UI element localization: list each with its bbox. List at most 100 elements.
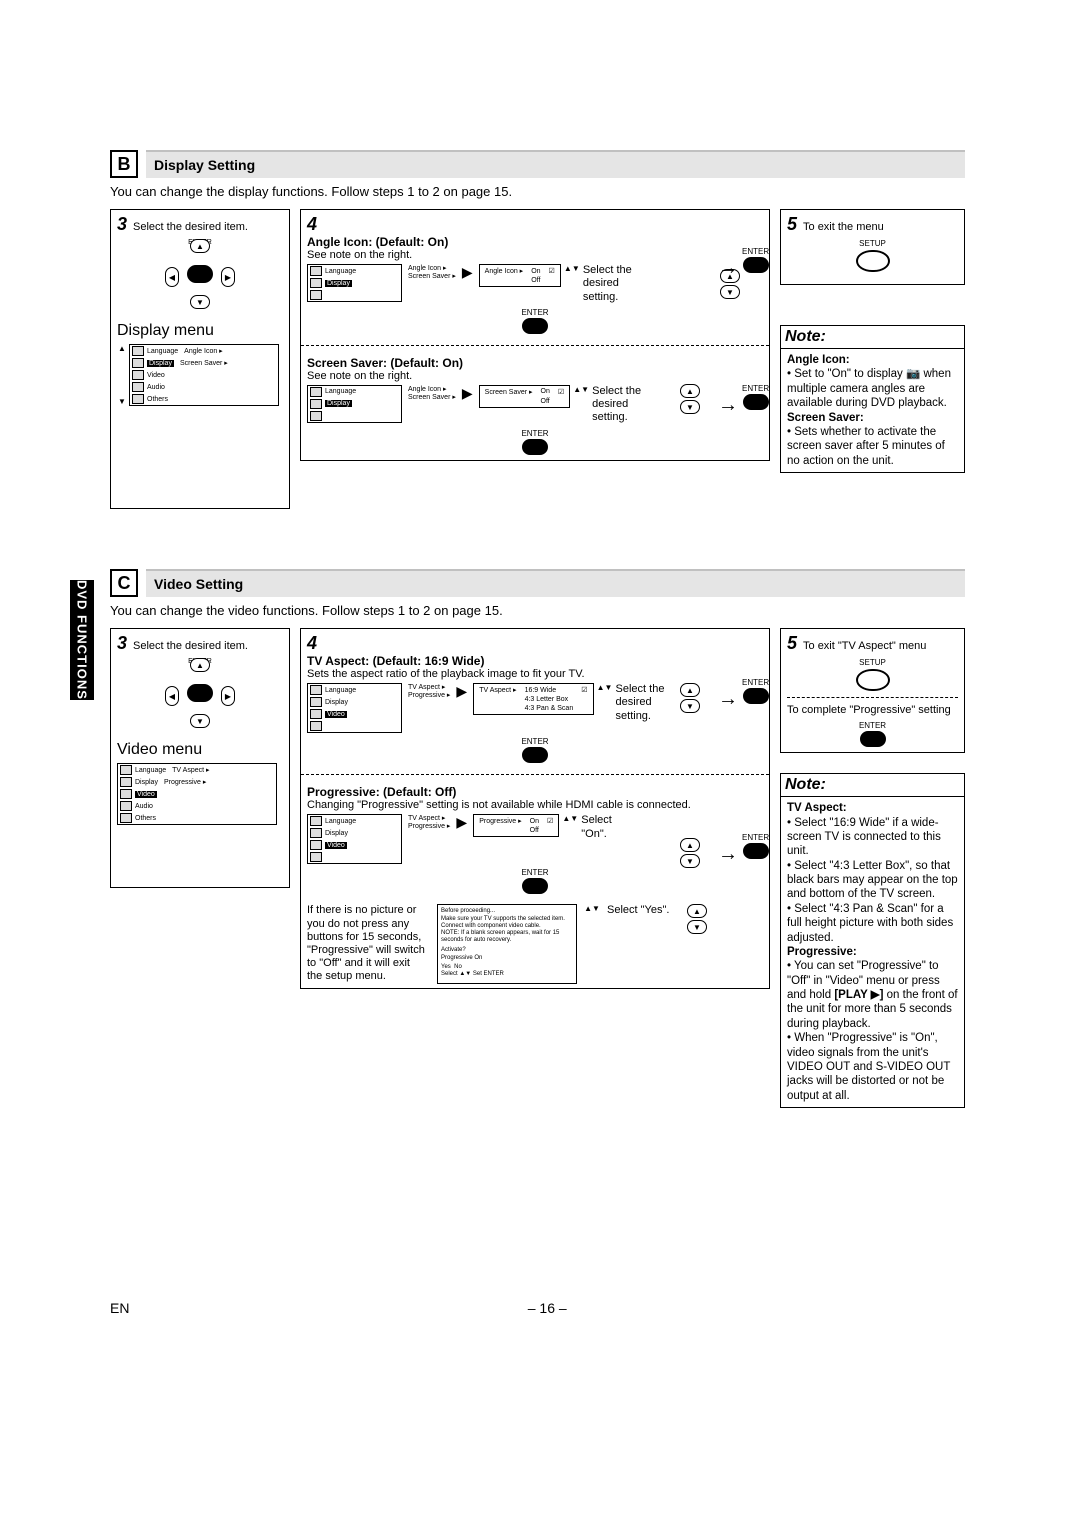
note-line: Select "16:9 Wide" if a wide-screen TV i… (787, 817, 941, 858)
page-footer: EN – 16 – (110, 1300, 965, 1316)
c-aspect-sub: Sets the aspect ratio of the playback im… (307, 668, 763, 681)
section-b-header: B Display Setting (110, 150, 965, 178)
note-title: Note: (781, 326, 964, 349)
b-step3-box: 3 Select the desired item. ▲▼ ◀▶ ENTER D… (110, 209, 290, 509)
note-aspect-head: TV Aspect: (787, 802, 847, 814)
note-line: Select "4:3 Pan & Scan" for a full heigh… (787, 903, 953, 944)
scroll-indicator-icon: ▲▼ (117, 344, 127, 406)
note-angle-head: Angle Icon: (787, 354, 850, 366)
b-note-box: Note: Angle Icon: • Set to "On" to displ… (780, 325, 965, 473)
c-aspect-menu-left: Language Display Video (307, 683, 402, 733)
enter-label: ENTER (307, 308, 763, 317)
section-c-title: Video Setting (146, 569, 965, 597)
menu-item: Display (135, 779, 158, 786)
enter-button-icon (522, 747, 548, 763)
menu-item: Audio (147, 384, 165, 391)
b-saver-options: Screen Saver ▸On☑ Off (479, 385, 571, 408)
enter-button-icon (522, 878, 548, 894)
enter-label: ENTER (307, 737, 763, 746)
enter-button-icon (522, 439, 548, 455)
updown-block: ▲▼ (680, 683, 700, 713)
enter-icon-block: ENTER (742, 247, 769, 274)
c-note-box: Note: TV Aspect: • Select "16:9 Wide" if… (780, 773, 965, 1108)
note-line: Select "4:3 Letter Box", so that black b… (787, 860, 958, 901)
b-angle-options: Angle Icon ▸On☑ Off (479, 264, 561, 287)
c-mini-menu: Language TV Aspect ▸ Display Progressive ▸… (117, 763, 277, 825)
section-b-title: Display Setting (146, 150, 965, 178)
side-tab-dvd-functions: DVD FUNCTIONS (70, 580, 94, 700)
footer-page: – 16 – (528, 1300, 567, 1316)
select-desired: Select the desired setting. (592, 385, 652, 425)
arrow-right-icon: → (718, 394, 738, 417)
c-prog-menu-left: Language Display Video (307, 814, 402, 864)
b-angle-heading: Angle Icon: (Default: On) (307, 235, 763, 249)
menu-subitem: Progressive ▸ (164, 778, 206, 786)
section-c-header: C Video Setting (110, 569, 965, 597)
dpad-icon: ▲▼ ◀▶ (165, 239, 235, 309)
opt: Angle Icon ▸ (408, 265, 447, 272)
enter-button-icon (522, 318, 548, 334)
setup-label: SETUP (787, 658, 958, 667)
enter-label: ENTER (787, 721, 958, 730)
b-saver-menu-left: Language Display (307, 385, 402, 423)
c-prog-sub: Changing "Progressive" setting is not av… (307, 799, 763, 812)
enter-icon-block: ENTER (742, 678, 769, 705)
opt: TV Aspect ▸ (408, 814, 450, 822)
arrow-right-icon: → (718, 257, 738, 280)
setup-label: SETUP (787, 239, 958, 248)
b-saver-sub: See note on the right. (307, 370, 763, 383)
note-saver-head: Screen Saver: (787, 412, 864, 424)
b-mid-controls2: ▲▼ (680, 384, 700, 414)
note-prog-head: Progressive: (787, 946, 857, 958)
setup-button-icon (856, 669, 890, 691)
opt: Progressive ▸ (408, 691, 450, 699)
note-angle-body: Set to "On" to display 📷 when multiple c… (787, 368, 951, 409)
b-saver-heading: Screen Saver: (Default: On) (307, 356, 763, 370)
section-c-desc: You can change the video functions. Foll… (110, 603, 965, 618)
c-step5-text2: To complete "Progressive" setting (787, 704, 958, 717)
c-step3-text: Select the desired item. (133, 640, 248, 653)
opt: Screen Saver ▸ (408, 394, 456, 401)
b-step5-text: To exit the menu (803, 221, 884, 234)
select-desired: Select the desired setting. (583, 264, 643, 304)
opt: Angle Icon ▸ (408, 385, 456, 393)
updown-block: ▲▼ (680, 838, 700, 868)
b-step3-text: Select the desired item. (133, 221, 248, 234)
menu-subitem: TV Aspect ▸ (172, 766, 209, 774)
menu-item: Language (135, 767, 166, 774)
b-step3-num: 3 (117, 214, 127, 235)
c-step3-num: 3 (117, 633, 127, 654)
menu-item: Video (147, 372, 165, 379)
menu-item: Video (135, 791, 157, 798)
enter-icon-block: ENTER (742, 833, 769, 860)
c-step4-num: 4 (307, 633, 317, 653)
section-b-letter: B (110, 150, 138, 178)
play-button-ref: [PLAY ▶] (834, 989, 883, 1001)
select-yes: Select "Yes". (607, 904, 677, 983)
dpad-icon: ▲▼ ◀▶ (165, 658, 235, 728)
menu-subitem: Angle Icon ▸ (184, 347, 223, 355)
b-step4-box: 4 Angle Icon: (Default: On) See note on … (300, 209, 770, 461)
select-desired: Select the desired setting. (616, 683, 676, 723)
menu-item: Display (147, 360, 174, 367)
b-display-menu-label: Display menu (117, 322, 283, 340)
c-video-menu-label: Video menu (117, 741, 283, 759)
c-right-col: 5 To exit "TV Aspect" menu SETUP To comp… (780, 628, 965, 1108)
c-prog-confirm-dialog: Before proceeding... Make sure your TV s… (437, 904, 577, 983)
c-prog-heading: Progressive: (Default: Off) (307, 785, 763, 799)
note-saver-body: Sets whether to activate the screen save… (787, 426, 945, 467)
menu-subitem: Screen Saver ▸ (180, 359, 228, 367)
menu-item: Audio (135, 803, 153, 810)
b-angle-menu-left: Language Display (307, 264, 402, 302)
c-prog-options: Progressive ▸On☑ Off (473, 814, 559, 837)
footer-lang: EN (110, 1300, 129, 1316)
enter-button-icon (860, 731, 886, 747)
opt: Screen Saver ▸ (408, 272, 456, 280)
b-step4-num: 4 (307, 214, 317, 234)
c-aspect-options: TV Aspect ▸16:9 Wide☑ 4:3 Letter Box 4:3… (473, 683, 593, 715)
note-title: Note: (781, 774, 964, 797)
menu-item: Others (135, 815, 156, 822)
menu-item: Others (147, 396, 168, 403)
b-right-col: 5 To exit the menu SETUP Note: Angle Ico… (780, 209, 965, 473)
c-step5-text1: To exit "TV Aspect" menu (803, 640, 926, 653)
